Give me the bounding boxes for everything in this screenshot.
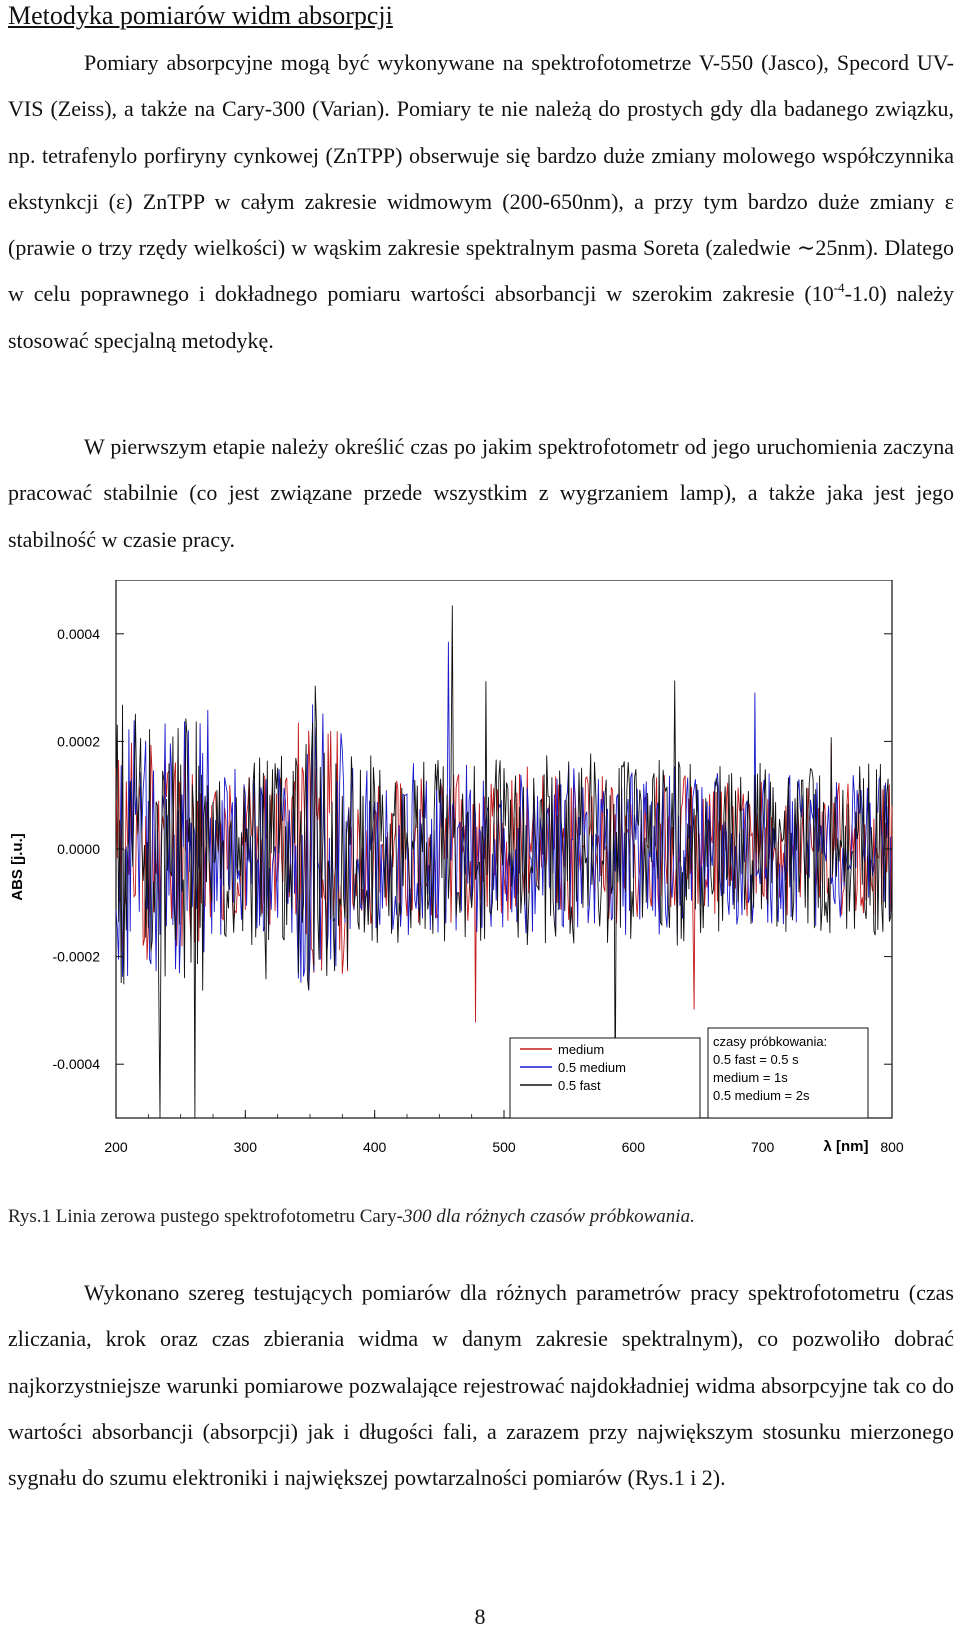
x-tick-label: 800 — [880, 1139, 904, 1155]
x-axis-label: λ [nm] — [823, 1138, 868, 1155]
legend: medium 0.5 medium 0.5 fast — [509, 1037, 701, 1119]
sampling-annotation: czasy próbkowania: 0.5 fast = 0.5 s medium… — [707, 1027, 869, 1119]
series-line-2 — [115, 605, 893, 1119]
y-tick-label: 0.0000 — [57, 841, 100, 857]
ticks-layer: 200 300 400 500 600 700 800 0.0004 0.0002 0.0000 -… — [53, 626, 904, 1155]
legend-box — [509, 1037, 701, 1119]
x-tick-label: 500 — [492, 1139, 516, 1155]
chart-svg: 200 300 400 500 600 700 800 0.0004 0.0002 0.0000 -… — [9, 579, 904, 1155]
series-layer — [115, 605, 893, 1119]
x-tick-label: 300 — [234, 1139, 258, 1155]
paragraph-tests: Wykonano szereg testujących pomiarów dla… — [8, 1270, 954, 1501]
x-tick-label: 200 — [104, 1139, 128, 1155]
y-axis-label: ABS [j.u.] — [9, 833, 26, 901]
caption-italic-text: 300 dla różnych czasów próbkowania. — [402, 1206, 695, 1227]
annotation-line: 0.5 fast = 0.5 s — [713, 1052, 799, 1067]
annotation-line: czasy próbkowania: — [713, 1034, 827, 1049]
baseline-chart: 200 300 400 500 600 700 800 0.0004 0.0002 0.0000 -… — [0, 579, 960, 1225]
legend-label: 0.5 fast — [558, 1078, 601, 1093]
legend-label: medium — [558, 1042, 604, 1057]
figure-caption: Rys.1 Linia zerowa pustego spektrofotome… — [8, 1205, 695, 1229]
page-title: Metodyka pomiarów widm absorpcji — [8, 1, 393, 30]
legend-label: 0.5 medium — [558, 1060, 626, 1075]
y-tick-label: 0.0004 — [57, 626, 100, 642]
paragraph-text: Wykonano szereg testujących pomiarów dla… — [8, 1280, 954, 1491]
paragraph-text: Pomiary absorpcyjne mogą być wykonywane … — [8, 50, 954, 307]
paragraph-text: W pierwszym etapie należy określić czas … — [8, 434, 954, 552]
y-tick-label: -0.0002 — [53, 949, 101, 965]
y-tick-label: -0.0004 — [53, 1056, 101, 1072]
series-line-0 — [115, 722, 893, 1023]
paragraph-measurement-methods: Pomiary absorpcyjne mogą być wykonywane … — [8, 40, 954, 364]
series-line-1 — [115, 641, 893, 991]
paragraph-text-end: -1.0) należy stosować specjalną metodykę… — [8, 281, 954, 353]
annotation-line: 0.5 medium = 2s — [713, 1088, 810, 1103]
x-tick-label: 400 — [363, 1139, 387, 1155]
x-tick-label: 700 — [751, 1139, 775, 1155]
paragraph-stability: W pierwszym etapie należy określić czas … — [8, 424, 954, 563]
page-number: 8 — [474, 1604, 486, 1629]
caption-text: Rys.1 Linia zerowa pustego spektrofotome… — [8, 1206, 403, 1227]
exponent: -4 — [833, 280, 845, 296]
annotation-line: medium = 1s — [713, 1070, 788, 1085]
x-tick-label: 600 — [622, 1139, 646, 1155]
annotation-box — [707, 1027, 869, 1119]
y-tick-label: 0.0002 — [57, 733, 100, 749]
